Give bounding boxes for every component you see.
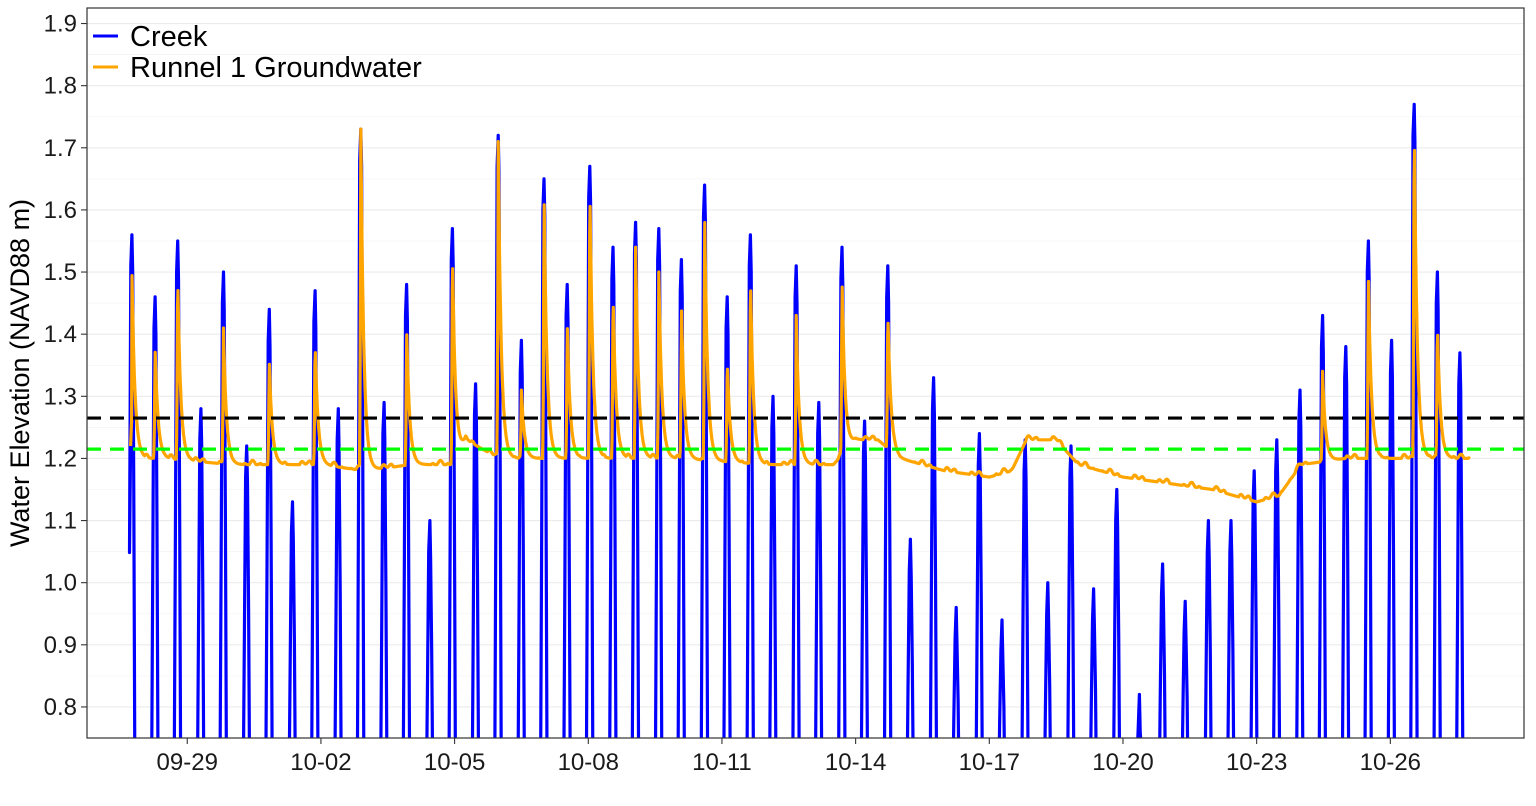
- x-tick-label: 10-20: [1092, 749, 1153, 776]
- y-tick-label: 1.6: [44, 197, 77, 224]
- y-tick-label: 1.3: [44, 383, 77, 410]
- series-line-creek: [127, 102, 1465, 738]
- series-layer: [127, 102, 1472, 738]
- series-line-runnel-1-groundwater: [129, 127, 1472, 504]
- x-tick-label: 10-17: [959, 749, 1020, 776]
- y-tick-label: 1.9: [44, 11, 77, 38]
- grid-major: [87, 22, 1524, 708]
- reference-lines: [87, 416, 1524, 451]
- y-tick-label: 0.8: [44, 694, 77, 721]
- x-axis: 09-29 10-02 10-05 10-08 10-11 10-14 10-17 10-20…: [157, 738, 1421, 776]
- grid-minor: [87, 54, 1524, 677]
- y-tick-label: 1.2: [44, 445, 77, 472]
- y-axis-title: Water Elevation (NAVD88 m): [5, 199, 35, 547]
- y-tick-label: 1.0: [44, 570, 77, 597]
- legend: Creek Runnel 1 Groundwater: [93, 21, 422, 84]
- y-tick-label: 1.4: [44, 321, 77, 348]
- x-tick-label: 10-14: [825, 749, 886, 776]
- y-tick-label: 1.5: [44, 259, 77, 286]
- x-tick-label: 10-05: [424, 749, 485, 776]
- y-tick-label: 1.8: [44, 73, 77, 100]
- plot-panel: [87, 8, 1524, 738]
- plot-border: [86, 7, 1525, 739]
- x-tick-label: 10-23: [1226, 749, 1287, 776]
- x-tick-label: 10-02: [290, 749, 351, 776]
- x-tick-label: 10-08: [558, 749, 619, 776]
- x-tick-label: 09-29: [157, 749, 218, 776]
- y-tick-label: 1.1: [44, 508, 77, 535]
- legend-label-groundwater: Runnel 1 Groundwater: [130, 52, 422, 84]
- y-tick-label: 1.7: [44, 135, 77, 162]
- y-tick-label: 0.9: [44, 632, 77, 659]
- x-tick-label: 10-26: [1360, 749, 1421, 776]
- y-axis: 0.8 0.9 1.0 1.1 1.2 1.3 1.4 1.5 1.6 1.7 1.8 1.9: [44, 11, 87, 721]
- x-tick-label: 10-11: [692, 749, 752, 776]
- legend-label-creek: Creek: [130, 21, 208, 53]
